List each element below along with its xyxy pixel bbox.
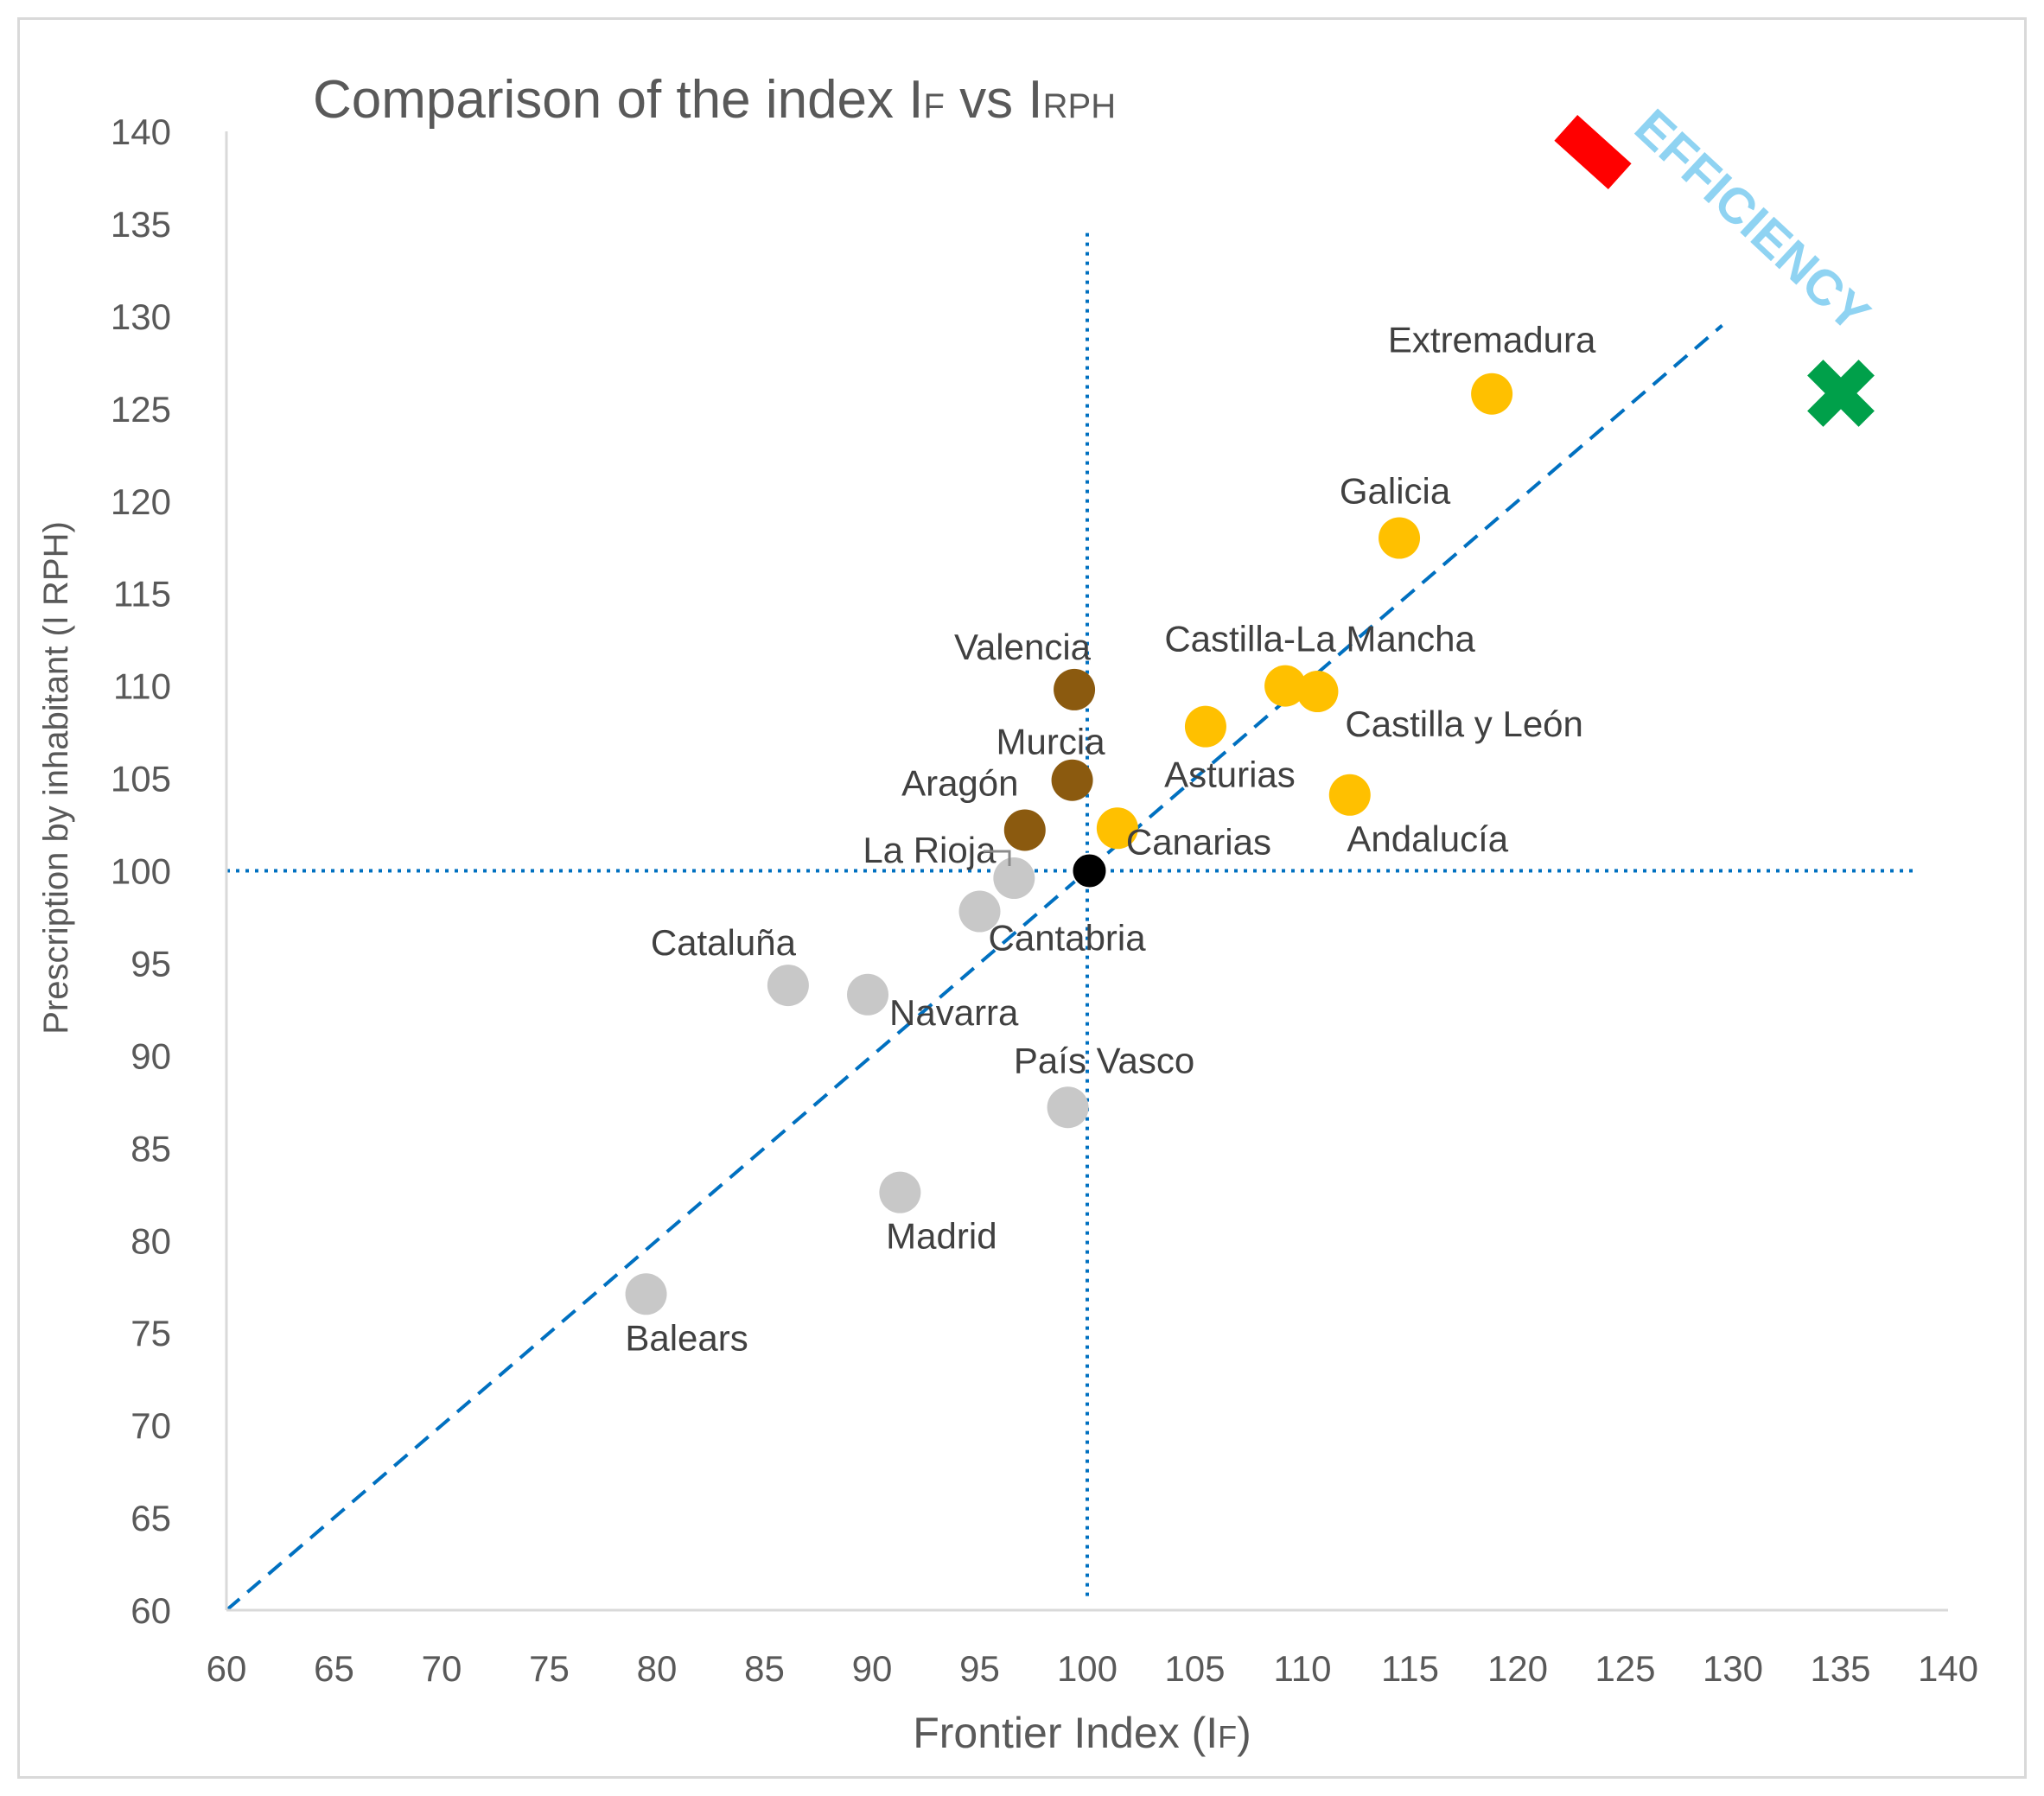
y-tick-label: 60 <box>131 1590 171 1631</box>
point-label: Galicia <box>1340 471 1451 512</box>
point-label: Castilla y León <box>1345 704 1582 744</box>
data-point <box>993 857 1035 900</box>
x-tick-label: 85 <box>744 1648 785 1689</box>
data-point <box>958 890 1001 933</box>
point-label: Canarias <box>1126 821 1271 862</box>
point-label: Aragón <box>901 762 1018 803</box>
data-point <box>847 973 889 1016</box>
point-label: País Vasco <box>1014 1040 1194 1080</box>
y-tick-label: 130 <box>111 296 171 337</box>
point-label: Asturias <box>1164 755 1296 795</box>
point-label: Cantabria <box>989 918 1147 959</box>
efficiency-label: EFFICIENCY <box>1624 99 1881 343</box>
x-tick-label: 80 <box>637 1648 678 1689</box>
y-tick-label: 105 <box>111 759 171 799</box>
data-point <box>1296 671 1339 713</box>
x-tick-label: 105 <box>1164 1648 1225 1689</box>
y-tick-label: 100 <box>111 851 171 892</box>
reference-lines <box>225 232 1916 1612</box>
data-point <box>1054 668 1096 710</box>
red-bar-marker <box>1554 115 1632 189</box>
point-labels: Extremadura Galicia Castilla-La Mancha Cast… <box>625 320 1596 1359</box>
point-label: Castilla-La Mancha <box>1164 619 1475 659</box>
data-point <box>1071 852 1108 889</box>
x-axis-title: Frontier Index (IF) <box>913 1709 1251 1757</box>
la-rioja-leader-line <box>984 850 1011 866</box>
point-label: Andalucía <box>1347 818 1508 859</box>
y-tick-label: 120 <box>111 481 171 522</box>
y-tick-label: 125 <box>111 389 171 430</box>
x-tick-label: 65 <box>314 1648 354 1689</box>
point-label: Extremadura <box>1388 320 1596 360</box>
x-tick-label: 115 <box>1381 1648 1439 1689</box>
y-tick-label: 70 <box>131 1405 171 1446</box>
point-label: Cataluña <box>651 922 797 963</box>
x-tick-label: 100 <box>1057 1648 1118 1689</box>
y-axis-title: Prescription by inhabitant (I RPH) <box>37 521 75 1035</box>
point-label: Valencia <box>954 627 1092 667</box>
y-tick-label: 80 <box>131 1220 171 1261</box>
data-point <box>1003 809 1046 851</box>
point-label: Madrid <box>886 1216 997 1257</box>
data-point <box>1471 373 1513 415</box>
y-tick-label: 110 <box>113 666 171 707</box>
x-tick-label: 60 <box>207 1648 247 1689</box>
y-tick-label: 75 <box>131 1313 171 1353</box>
x-tick-label: 90 <box>852 1648 893 1689</box>
y-tick-label: 135 <box>111 204 171 245</box>
y-tick-label: 65 <box>131 1498 171 1538</box>
point-label: Murcia <box>997 722 1106 762</box>
data-point <box>1328 774 1371 816</box>
data-point <box>1051 759 1093 801</box>
data-point <box>1264 665 1307 707</box>
axes <box>225 131 1948 1612</box>
x-tick-label: 110 <box>1274 1648 1332 1689</box>
green-cross-icon <box>1807 360 1875 427</box>
x-tick-label: 120 <box>1487 1648 1548 1689</box>
x-tick-label: 125 <box>1595 1648 1655 1689</box>
y-tick-label: 95 <box>131 943 171 984</box>
x-tick-label: 95 <box>959 1648 1000 1689</box>
y-tick-label: 90 <box>131 1035 171 1076</box>
x-tick-label: 135 <box>1810 1648 1870 1689</box>
data-point <box>1379 517 1421 559</box>
x-tick-label: 130 <box>1703 1648 1763 1689</box>
chart-title: Comparison of the index IF vs IRPH <box>313 70 1116 130</box>
data-point <box>767 965 809 1007</box>
y-tick-label: 115 <box>113 574 171 615</box>
tick-labels: 60 65 70 75 80 85 90 95 100 105 110 115 120 125 130 135… <box>111 111 1978 1689</box>
data-point <box>1096 807 1138 850</box>
y-tick-label: 85 <box>131 1128 171 1169</box>
point-label: La Rioja <box>863 830 997 870</box>
data-point <box>1047 1086 1089 1129</box>
data-point <box>625 1273 667 1315</box>
y-tick-label: 140 <box>111 111 171 152</box>
x-tick-label: 140 <box>1918 1648 1978 1689</box>
x-tick-label: 75 <box>529 1648 570 1689</box>
diagonal-trend-line <box>225 324 1723 1612</box>
point-label: Balears <box>625 1317 748 1358</box>
x-tick-label: 70 <box>422 1648 462 1689</box>
chart-frame <box>17 17 2027 1779</box>
data-point <box>879 1171 921 1213</box>
point-label: Navarra <box>889 992 1019 1033</box>
data-point <box>1184 705 1226 748</box>
data-points <box>625 373 1513 1315</box>
